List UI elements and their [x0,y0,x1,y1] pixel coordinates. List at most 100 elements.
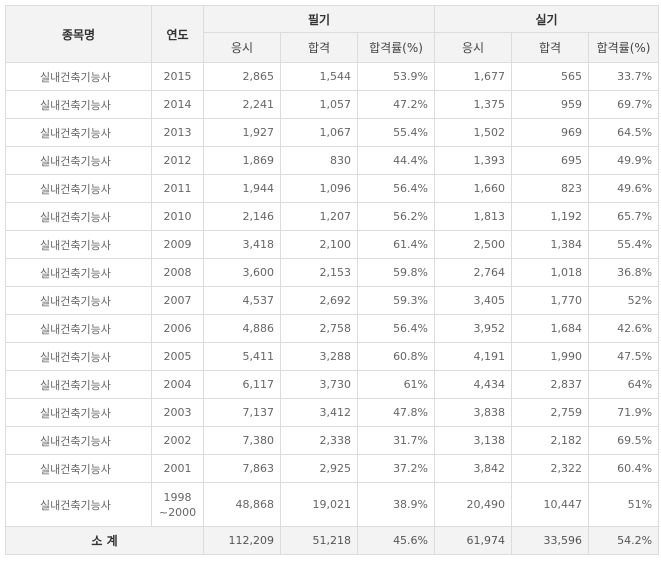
table-row: 실내건축기능사 2008 3,600 2,153 59.8% 2,764 1,018 36.8… [5,258,660,287]
cell-year: 2009 [151,230,204,259]
table-row: 실내건축기능사 2011 1,944 1,096 56.4% 1,660 823 49.6% [5,174,660,203]
cell-name: 실내건축기능사 [5,314,152,343]
table-row: 실내건축기능사 2005 5,411 3,288 60.8% 4,191 1,990 47.5… [5,342,660,371]
cell-year: 2013 [151,118,204,147]
cell-written-applicants: 5,411 [203,342,281,371]
table-row: 실내건축기능사 2013 1,927 1,067 55.4% 1,502 969 64.5% [5,118,660,147]
table-row: 실내건축기능사 2004 6,117 3,730 61% 4,434 2,837 64% [5,370,660,399]
total-practical-rate: 54.2% [588,526,660,555]
cell-written-applicants: 7,380 [203,426,281,455]
cell-written-rate: 47.2% [356,90,436,119]
cell-practical-passed: 2,837 [511,370,590,399]
total-label: 소 계 [5,526,204,555]
cell-written-passed: 1,207 [280,202,358,231]
header-practical-passed: 합격 [511,32,590,63]
table-row: 실내건축기능사 2002 7,380 2,338 31.7% 3,138 2,182 69.5… [5,426,660,455]
header-name: 종목명 [5,5,152,63]
cell-name: 실내건축기능사 [5,62,152,91]
cell-written-rate: 53.9% [356,62,436,91]
cell-name: 실내건축기능사 [5,174,152,203]
cell-year: 2001 [151,454,204,483]
cell-practical-passed: 2,759 [511,398,590,427]
cell-written-applicants: 7,137 [203,398,281,427]
header-year: 연도 [151,5,204,63]
cell-practical-applicants: 4,191 [434,342,513,371]
cell-practical-passed: 1,770 [511,286,590,315]
total-practical-applicants: 61,974 [434,526,513,555]
table-row: 실내건축기능사 2014 2,241 1,057 47.2% 1,375 959 69.7% [5,90,660,119]
cell-written-rate: 44.4% [356,146,436,175]
cell-practical-rate: 33.7% [588,62,660,91]
cell-name: 실내건축기능사 [5,90,152,119]
cell-written-rate: 47.8% [356,398,436,427]
cell-practical-rate: 65.7% [588,202,660,231]
cell-year: 2011 [151,174,204,203]
cell-written-passed: 2,338 [280,426,358,455]
cell-practical-applicants: 2,500 [434,230,513,259]
cell-year: 2014 [151,90,204,119]
cell-year: 2012 [151,146,204,175]
exam-statistics-table: 종목명 연도 필기 실기 응시 합격 합격률(%) 응시 합격 합격률(%) 실… [5,5,660,555]
cell-written-applicants: 4,537 [203,286,281,315]
cell-practical-applicants: 3,138 [434,426,513,455]
table-row: 실내건축기능사 2007 4,537 2,692 59.3% 3,405 1,770 52% [5,286,660,315]
table-row: 실내건축기능사 2015 2,865 1,544 53.9% 1,677 565 33.7% [5,62,660,91]
cell-written-applicants: 2,241 [203,90,281,119]
total-practical-passed: 33,596 [511,526,590,555]
cell-practical-applicants: 1,375 [434,90,513,119]
header-row-top: 종목명 연도 필기 실기 [5,5,660,63]
cell-practical-applicants: 2,764 [434,258,513,287]
cell-written-rate: 60.8% [356,342,436,371]
cell-written-passed: 1,067 [280,118,358,147]
cell-practical-passed: 1,192 [511,202,590,231]
cell-practical-applicants: 3,838 [434,398,513,427]
cell-practical-passed: 2,322 [511,454,590,483]
cell-practical-rate: 71.9% [588,398,660,427]
cell-written-passed: 2,100 [280,230,358,259]
cell-practical-rate: 69.5% [588,426,660,455]
cell-written-rate: 59.8% [356,258,436,287]
table-row: 실내건축기능사 2012 1,869 830 44.4% 1,393 695 49.9% [5,146,660,175]
cell-practical-rate: 55.4% [588,230,660,259]
cell-written-applicants: 4,886 [203,314,281,343]
cell-practical-rate: 64% [588,370,660,399]
cell-practical-rate: 49.9% [588,146,660,175]
cell-practical-applicants: 4,434 [434,370,513,399]
cell-written-applicants: 2,146 [203,202,281,231]
cell-name: 실내건축기능사 [5,398,152,427]
cell-written-passed: 2,692 [280,286,358,315]
cell-written-applicants: 3,600 [203,258,281,287]
cell-written-passed: 830 [280,146,358,175]
cell-name: 실내건축기능사 [5,426,152,455]
cell-year: 2007 [151,286,204,315]
table-row: 실내건축기능사 1998 ~2000 48,868 19,021 38.9% 20,490 1… [5,482,660,527]
table-footer: 소 계 112,209 51,218 45.6% 61,974 33,596 5… [5,526,660,555]
cell-year: 2008 [151,258,204,287]
cell-name: 실내건축기능사 [5,230,152,259]
cell-practical-passed: 2,182 [511,426,590,455]
cell-written-applicants: 3,418 [203,230,281,259]
cell-written-passed: 3,730 [280,370,358,399]
table-row: 실내건축기능사 2010 2,146 1,207 56.2% 1,813 1,192 65.7… [5,202,660,231]
cell-practical-applicants: 1,813 [434,202,513,231]
cell-practical-applicants: 1,502 [434,118,513,147]
table-row: 실내건축기능사 2006 4,886 2,758 56.4% 3,952 1,684 42.6… [5,314,660,343]
table-row: 실내건축기능사 2001 7,863 2,925 37.2% 3,842 2,322 60.4… [5,454,660,483]
cell-year: 2003 [151,398,204,427]
cell-practical-passed: 823 [511,174,590,203]
year-range-start: 1998 [163,490,192,504]
cell-written-passed: 2,153 [280,258,358,287]
cell-name: 실내건축기능사 [5,202,152,231]
cell-written-rate: 56.4% [356,314,436,343]
cell-written-applicants: 1,944 [203,174,281,203]
cell-practical-rate: 51% [588,482,660,527]
cell-practical-rate: 42.6% [588,314,660,343]
cell-written-rate: 31.7% [356,426,436,455]
cell-year: 2004 [151,370,204,399]
cell-name: 실내건축기능사 [5,370,152,399]
cell-written-rate: 56.4% [356,174,436,203]
cell-practical-passed: 1,684 [511,314,590,343]
cell-year: 2006 [151,314,204,343]
cell-written-passed: 3,288 [280,342,358,371]
cell-written-applicants: 6,117 [203,370,281,399]
